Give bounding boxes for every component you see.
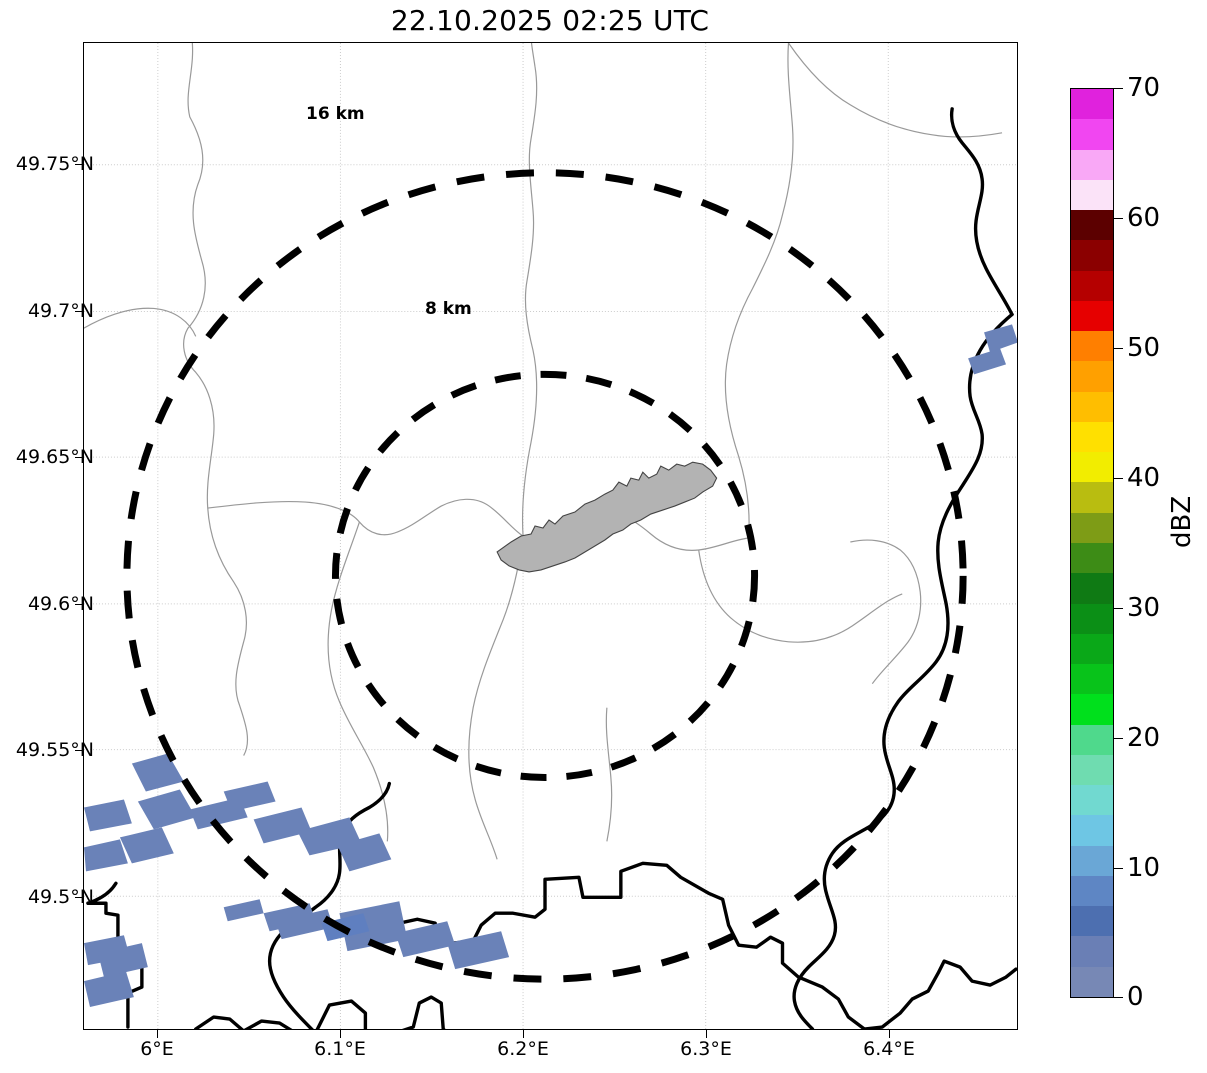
colorbar-label-70: 70 xyxy=(1127,73,1161,103)
colorbar-band-18 xyxy=(1071,633,1113,665)
x-axis-label-63e: 6.3°E xyxy=(680,1038,732,1060)
y-axis-label-4965: 49.65°N xyxy=(15,446,94,468)
y-axis-label-4975: 49.75°N xyxy=(15,153,94,175)
colorbar-label-60: 60 xyxy=(1127,203,1161,233)
colorbar-band-23 xyxy=(1071,785,1113,816)
y-tick-mark xyxy=(75,750,83,752)
colorbar-band-10 xyxy=(1071,391,1113,422)
colorbar-tick-50 xyxy=(1114,348,1123,350)
colorbar-label-30: 30 xyxy=(1127,593,1161,623)
y-tick-mark xyxy=(75,164,83,166)
colorbar-tick-40 xyxy=(1114,478,1123,480)
colorbar-band-21 xyxy=(1071,724,1113,755)
x-axis-label-61e: 6.1°E xyxy=(314,1038,366,1060)
colorbar-band-12 xyxy=(1071,452,1113,483)
colorbar-band-14 xyxy=(1071,512,1113,543)
x-tick-mark xyxy=(706,1030,708,1038)
admin-boundaries xyxy=(84,43,1003,860)
colorbar-band-9 xyxy=(1071,361,1113,392)
radar-echoes xyxy=(84,324,1017,1008)
range-rings xyxy=(123,169,967,983)
colorbar-tick-10 xyxy=(1114,868,1123,870)
range-ring-label-8km: 8 km xyxy=(425,299,472,319)
x-tick-mark xyxy=(523,1030,525,1038)
radar-plot-area[interactable]: 16 km 8 km xyxy=(83,42,1018,1030)
colorbar-band-13 xyxy=(1071,482,1113,513)
colorbar-label-0: 0 xyxy=(1127,982,1144,1012)
x-tick-mark xyxy=(157,1030,159,1038)
colorbar-band-17 xyxy=(1071,603,1113,634)
colorbar-band-24 xyxy=(1071,815,1113,846)
colorbar-tick-70 xyxy=(1114,88,1123,90)
colorbar-band-6 xyxy=(1071,270,1113,301)
y-tick-mark xyxy=(75,457,83,459)
colorbar-band-3 xyxy=(1071,179,1113,211)
x-axis-label-64e: 6.4°E xyxy=(863,1038,915,1060)
y-tick-mark xyxy=(75,311,83,313)
colorbar-band-1 xyxy=(1071,119,1113,150)
country-border xyxy=(86,107,1017,1029)
colorbar-band-19 xyxy=(1071,664,1113,695)
colorbar-band-7 xyxy=(1071,300,1113,332)
colorbar-label-10: 10 xyxy=(1127,853,1161,883)
colorbar-band-2 xyxy=(1071,149,1113,180)
page-title: 22.10.2025 02:25 UTC xyxy=(390,4,710,37)
y-axis-label-495: 49.5°N xyxy=(27,886,94,908)
colorbar-tick-60 xyxy=(1114,218,1123,220)
colorbar-band-5 xyxy=(1071,240,1113,271)
colorbar-band-4 xyxy=(1071,210,1113,241)
colorbar-band-28 xyxy=(1071,936,1113,967)
colorbar-tick-20 xyxy=(1114,738,1123,740)
colorbar-band-16 xyxy=(1071,573,1113,604)
y-tick-mark xyxy=(75,897,83,899)
colorbar-band-25 xyxy=(1071,845,1113,876)
x-axis-label-62e: 6.2°E xyxy=(497,1038,549,1060)
city-polygon xyxy=(496,461,718,573)
y-axis-label-4955: 49.55°N xyxy=(15,739,94,761)
colorbar-band-15 xyxy=(1071,542,1113,574)
colorbar-band-29 xyxy=(1071,966,1113,997)
range-ring-8km xyxy=(331,370,759,782)
colorbar-band-0 xyxy=(1071,89,1113,120)
colorbar-band-27 xyxy=(1071,906,1113,937)
colorbar-tick-0 xyxy=(1114,997,1123,999)
colorbar-band-11 xyxy=(1071,421,1113,453)
radar-map-canvas xyxy=(84,43,1017,1029)
y-axis-label-496: 49.6°N xyxy=(27,593,94,615)
y-axis-label-497: 49.7°N xyxy=(27,300,94,322)
range-ring-label-16km: 16 km xyxy=(306,104,365,124)
x-tick-mark xyxy=(340,1030,342,1038)
colorbar[interactable] xyxy=(1070,88,1114,998)
y-tick-mark xyxy=(75,604,83,606)
colorbar-band-8 xyxy=(1071,331,1113,362)
colorbar-band-22 xyxy=(1071,754,1113,786)
colorbar-label-50: 50 xyxy=(1127,333,1161,363)
colorbar-label-40: 40 xyxy=(1127,463,1161,493)
colorbar-title: dBZ xyxy=(1167,495,1197,548)
range-ring-16km xyxy=(123,169,967,983)
colorbar-band-20 xyxy=(1071,694,1113,725)
colorbar-label-20: 20 xyxy=(1127,723,1161,753)
colorbar-band-26 xyxy=(1071,875,1113,907)
colorbar-tick-30 xyxy=(1114,608,1123,610)
x-axis-label-6e: 6°E xyxy=(140,1038,174,1060)
x-tick-mark xyxy=(889,1030,891,1038)
